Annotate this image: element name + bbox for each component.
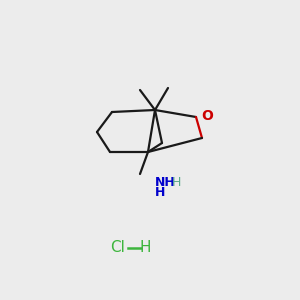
Text: H: H: [139, 241, 151, 256]
Text: O: O: [201, 109, 213, 123]
Text: H: H: [155, 185, 165, 199]
Text: NH: NH: [155, 176, 176, 188]
Text: H: H: [172, 176, 182, 188]
Text: Cl: Cl: [111, 241, 125, 256]
